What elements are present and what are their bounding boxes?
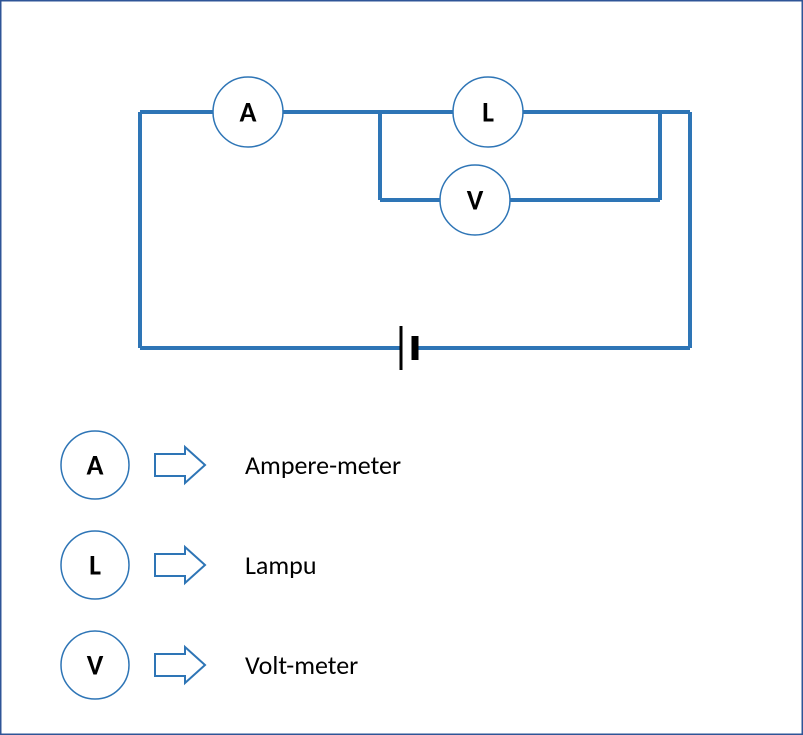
legend-row-2-arrow-icon: [155, 647, 205, 683]
diagram-frame: A L V A Ampere-meter L Lampu V Volt-meter: [0, 0, 803, 735]
legend-row-1-letter: L: [89, 548, 101, 583]
legend-row-2-letter: V: [87, 648, 104, 683]
legend-row-0-letter: A: [87, 448, 104, 483]
legend-row-1-arrow-icon: [155, 547, 205, 583]
voltmeter-label: V: [467, 183, 484, 218]
legend-row-2-text: Volt-meter: [245, 649, 358, 681]
circuit-svg: A L V A Ampere-meter L Lampu V Volt-meter: [0, 0, 803, 735]
ammeter-label: A: [240, 95, 257, 130]
legend-row-0-text: Ampere-meter: [245, 449, 401, 481]
legend-row-0-arrow-icon: [155, 447, 205, 483]
lamp-label: L: [482, 95, 494, 130]
legend-row-1-text: Lampu: [245, 549, 316, 581]
